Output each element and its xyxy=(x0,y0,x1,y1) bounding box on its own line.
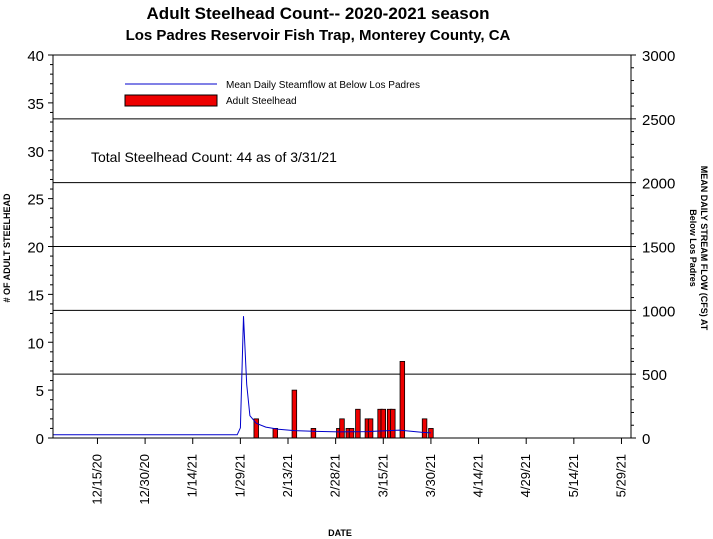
steelhead-bar xyxy=(339,418,345,439)
x-axis-label: DATE xyxy=(328,528,352,538)
legend-bar-swatch xyxy=(124,94,218,107)
left-tick-label: 15 xyxy=(27,287,44,304)
right-axis-label-line2: Below Los Padres xyxy=(688,209,698,287)
x-tick-label: 1/29/21 xyxy=(232,454,247,497)
legend-label-streamflow: Mean Daily Steamflow at Below Los Padres xyxy=(226,80,420,91)
total-count-annotation: Total Steelhead Count: 44 as of 3/31/21 xyxy=(91,149,337,165)
left-tick-label: 20 xyxy=(27,240,44,257)
streamflow-line-group xyxy=(53,316,431,436)
steelhead-bar xyxy=(355,408,361,439)
left-axis: 0 5 10 15 20 25 30 35 40 xyxy=(27,48,53,448)
right-tick-label: 1500 xyxy=(642,240,675,257)
steelhead-bar xyxy=(399,360,406,439)
left-tick-label: 30 xyxy=(27,144,44,161)
x-axis: 12/15/20 12/30/20 1/14/21 1/29/21 2/13/21 2/2… xyxy=(89,438,628,505)
left-tick-label: 10 xyxy=(27,335,44,352)
x-tick-label: 2/28/21 xyxy=(328,454,343,497)
steelhead-bar xyxy=(272,428,279,439)
steelhead-bar xyxy=(390,408,396,439)
right-tick-label: 500 xyxy=(642,367,667,384)
right-axis: 0 500 1000 1500 2000 2500 3000 xyxy=(631,48,675,448)
chart-title: Adult Steelhead Count-- 2020-2021 season xyxy=(147,4,490,23)
x-tick-label: 4/29/21 xyxy=(518,454,533,497)
left-tick-label: 25 xyxy=(27,192,44,209)
legend: Mean Daily Steamflow at Below Los Padres… xyxy=(124,80,420,107)
legend-label-steelhead: Adult Steelhead xyxy=(226,96,297,107)
x-tick-label: 12/30/20 xyxy=(137,454,152,505)
x-tick-label: 1/14/21 xyxy=(185,454,200,497)
steelhead-bars xyxy=(253,360,434,439)
right-tick-label: 0 xyxy=(642,431,650,448)
right-axis-label-line1: MEAN DAILY STREAM FLOW (CFS) AT xyxy=(699,166,709,331)
steelhead-bar xyxy=(367,418,374,439)
left-axis-label: # OF ADULT STEELHEAD xyxy=(2,193,12,303)
x-tick-label: 2/13/21 xyxy=(280,454,295,497)
chart-subtitle: Los Padres Reservoir Fish Trap, Monterey… xyxy=(126,27,511,44)
left-tick-label: 40 xyxy=(27,48,44,65)
streamflow-line xyxy=(53,316,431,436)
steelhead-bar xyxy=(348,428,355,439)
left-tick-label: 5 xyxy=(36,383,44,400)
right-tick-label: 3000 xyxy=(642,48,675,65)
steelhead-bar xyxy=(380,408,386,439)
right-tick-label: 2500 xyxy=(642,112,675,129)
steelhead-bar xyxy=(421,418,428,439)
x-tick-label: 4/14/21 xyxy=(471,454,486,497)
x-tick-label: 5/29/21 xyxy=(613,454,628,497)
x-tick-label: 3/15/21 xyxy=(375,454,390,497)
right-tick-label: 1000 xyxy=(642,303,675,320)
x-tick-label: 5/14/21 xyxy=(566,454,581,497)
left-tick-label: 35 xyxy=(27,96,44,113)
left-tick-label: 0 xyxy=(36,431,44,448)
right-tick-label: 2000 xyxy=(642,176,675,193)
x-tick-label: 12/15/20 xyxy=(89,454,104,505)
x-tick-label: 3/30/21 xyxy=(423,454,438,497)
gridlines xyxy=(53,118,631,375)
steelhead-bar xyxy=(310,428,317,439)
